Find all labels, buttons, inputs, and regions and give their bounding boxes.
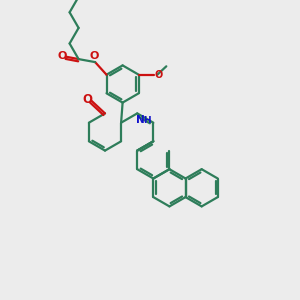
Text: O: O [155,70,163,80]
Text: O: O [82,93,93,106]
Text: N: N [136,115,145,125]
Text: O: O [90,51,99,61]
Text: O: O [57,50,67,61]
Text: H: H [143,116,151,125]
